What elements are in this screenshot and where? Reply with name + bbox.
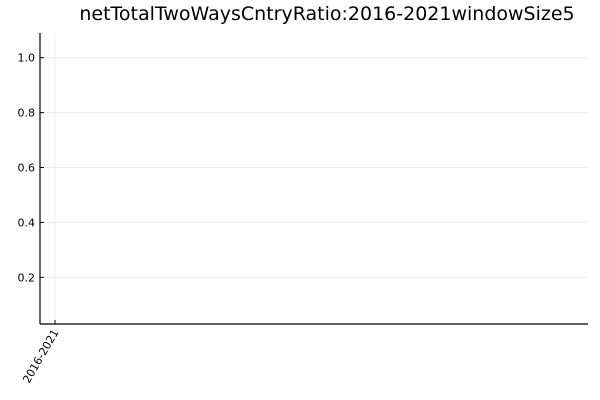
y-tick-label: 0.8 [18,107,36,120]
x-tick-label: 2016-2021 [20,327,61,385]
chart-title: netTotalTwoWaysCntryRatio:2016-2021windo… [79,3,574,25]
y-axis-ticks: 0.2 0.4 0.6 0.8 1.0 [18,52,44,284]
x-axis-ticks: 2016-2021 [20,320,62,385]
y-tick-label: 1.0 [18,52,36,65]
y-tick-label: 0.6 [18,162,36,175]
y-tick-label: 0.2 [18,271,36,284]
x-axis-label: years [295,397,334,400]
grid-lines [40,33,588,324]
y-tick-label: 0.4 [18,216,36,229]
